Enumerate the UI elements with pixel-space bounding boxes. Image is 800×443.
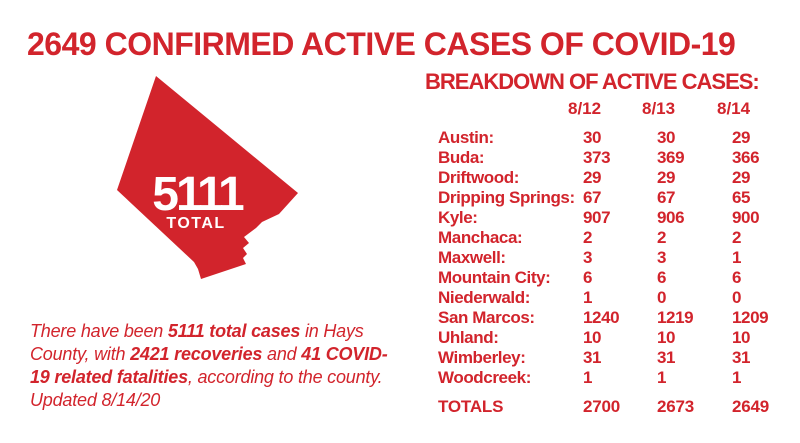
row-value: 3 [583,247,593,267]
row-value: 6 [732,267,742,287]
row-name: Niederwald: [438,287,530,307]
row-value: 67 [583,187,602,207]
row-value: 65 [732,187,751,207]
column-header-date-2: 8/13 [642,99,676,118]
row-name: Austin: [438,127,494,147]
totals-label: TOTALS [438,396,504,416]
active-cases-table: Austin: 30 30 29 Buda: 373 369 366 Drift… [438,127,782,387]
row-value: 369 [657,147,685,167]
row-value: 31 [583,347,602,367]
row-value: 1240 [583,307,620,327]
row-value: 1209 [732,307,769,327]
summary-segment: , according to the county. Updated 8/14/… [30,367,383,410]
row-name: Manchaca: [438,227,523,247]
row-value: 1 [732,247,742,267]
row-value: 366 [732,147,760,167]
row-value: 2 [583,227,593,247]
row-value: 6 [583,267,593,287]
row-value: 30 [583,127,602,147]
summary-segment: in Hays County, with [30,321,364,364]
totals-value: 2700 [583,396,621,416]
row-value: 1 [583,287,593,307]
row-value: 29 [732,127,751,147]
row-value: 1 [657,367,667,387]
row-value: 1 [732,367,742,387]
column-header-date-1: 8/12 [568,99,602,118]
summary-segment-recoveries: 2421 recoveries [130,344,263,364]
row-value: 0 [657,287,667,307]
row-value: 907 [583,207,611,227]
row-name: Kyle: [438,207,478,227]
row-value: 6 [657,267,667,287]
totals-value: 2649 [732,396,770,416]
row-name: Dripping Springs: [438,187,575,207]
summary-segment: There have been [30,321,168,341]
county-shape [117,76,298,279]
row-name: Woodcreek: [438,367,531,387]
page-title: 2649 CONFIRMED ACTIVE CASES OF COVID-19 [27,26,736,62]
row-value: 906 [657,207,685,227]
row-name: Maxwell: [438,247,506,267]
map-total-label: TOTAL [166,215,225,232]
row-value: 0 [732,287,742,307]
row-value: 1 [583,367,593,387]
row-value: 29 [732,167,751,187]
row-value: 10 [583,327,602,347]
row-value: 3 [657,247,667,267]
column-header-date-3: 8/14 [717,99,751,118]
row-value: 30 [657,127,676,147]
row-value: 900 [732,207,760,227]
row-value: 29 [657,167,676,187]
row-name: Driftwood: [438,167,519,187]
row-value: 373 [583,147,611,167]
map-total-value: 5111 [152,168,244,221]
row-name: San Marcos: [438,307,535,327]
totals-value: 2673 [657,396,695,416]
row-value: 2 [732,227,742,247]
summary-segment-fatalities: 41 COVID-19 related fatalities [30,344,388,387]
row-value: 29 [583,167,602,187]
row-name: Uhland: [438,327,499,347]
summary-segment: and [262,344,302,364]
row-name: Wimberley: [438,347,526,367]
row-value: 31 [732,347,751,367]
row-value: 1219 [657,307,694,327]
hays-county-map-icon: 5111 TOTAL [117,76,298,279]
row-name: Mountain City: [438,267,551,287]
row-value: 67 [657,187,676,207]
summary-segment-total-cases: 5111 total cases [167,321,301,341]
breakdown-heading: BREAKDOWN OF ACTIVE CASES: [425,69,760,94]
table-row-totals: TOTALS 2700 2673 2649 [438,396,782,416]
row-value: 2 [657,227,667,247]
row-name: Buda: [438,147,485,167]
row-value: 10 [732,327,751,347]
summary-paragraph: There have been 5111 total cases in Hays… [30,320,388,412]
row-value: 10 [657,327,676,347]
row-value: 31 [657,347,676,367]
